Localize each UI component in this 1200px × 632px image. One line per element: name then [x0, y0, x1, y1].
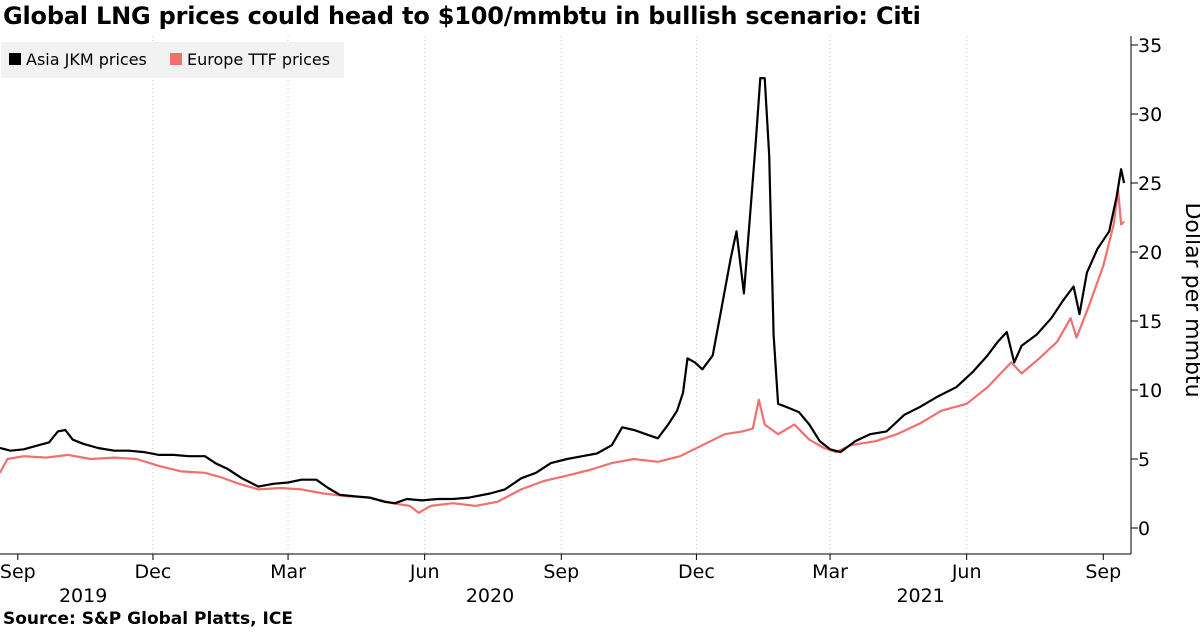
axes: Sep Dec Mar Jun Sep Dec Mar Jun Sep 2019 2020 2021 0…: [0, 35, 1200, 607]
legend: Asia JKM prices Europe TTF prices: [1, 42, 344, 78]
x-year-label: 2020: [466, 585, 514, 607]
legend-label-europe: Europe TTF prices: [187, 50, 330, 69]
y-tick-label: 25: [1138, 173, 1162, 195]
legend-swatch-asia: [9, 53, 21, 65]
y-tick-label: 5: [1138, 449, 1150, 471]
y-axis-title: Dollar per mmbtu: [1180, 202, 1200, 397]
x-tick-label: Sep: [0, 561, 36, 583]
x-tick-label: Mar: [270, 561, 306, 583]
x-tick-label: Sep: [1085, 561, 1121, 583]
y-tick-label: 0: [1138, 518, 1150, 540]
source-note: Source: S&P Global Platts, ICE: [3, 609, 293, 629]
x-tick-label: Mar: [812, 561, 848, 583]
x-tick-label: Dec: [678, 561, 715, 583]
y-tick-label: 35: [1138, 35, 1162, 57]
y-tick-label: 30: [1138, 104, 1162, 126]
series-line-europe-ttf: [0, 188, 1125, 514]
x-tick-label: Jun: [409, 561, 440, 583]
legend-swatch-europe: [170, 53, 182, 65]
x-year-label: 2021: [896, 585, 944, 607]
x-tick-label: Jun: [951, 561, 982, 583]
x-tick-label: Dec: [135, 561, 172, 583]
x-tick-label: Sep: [543, 561, 579, 583]
series-line-asia-jkm: [0, 77, 1126, 505]
legend-label-asia: Asia JKM prices: [26, 50, 147, 69]
x-year-label: 2019: [59, 585, 107, 607]
chart-title: Global LNG prices could head to $100/mmb…: [3, 2, 921, 30]
y-tick-label: 15: [1138, 311, 1162, 333]
series-lines: [0, 77, 1126, 514]
y-tick-label: 20: [1138, 242, 1162, 264]
y-tick-label: 10: [1138, 380, 1162, 402]
